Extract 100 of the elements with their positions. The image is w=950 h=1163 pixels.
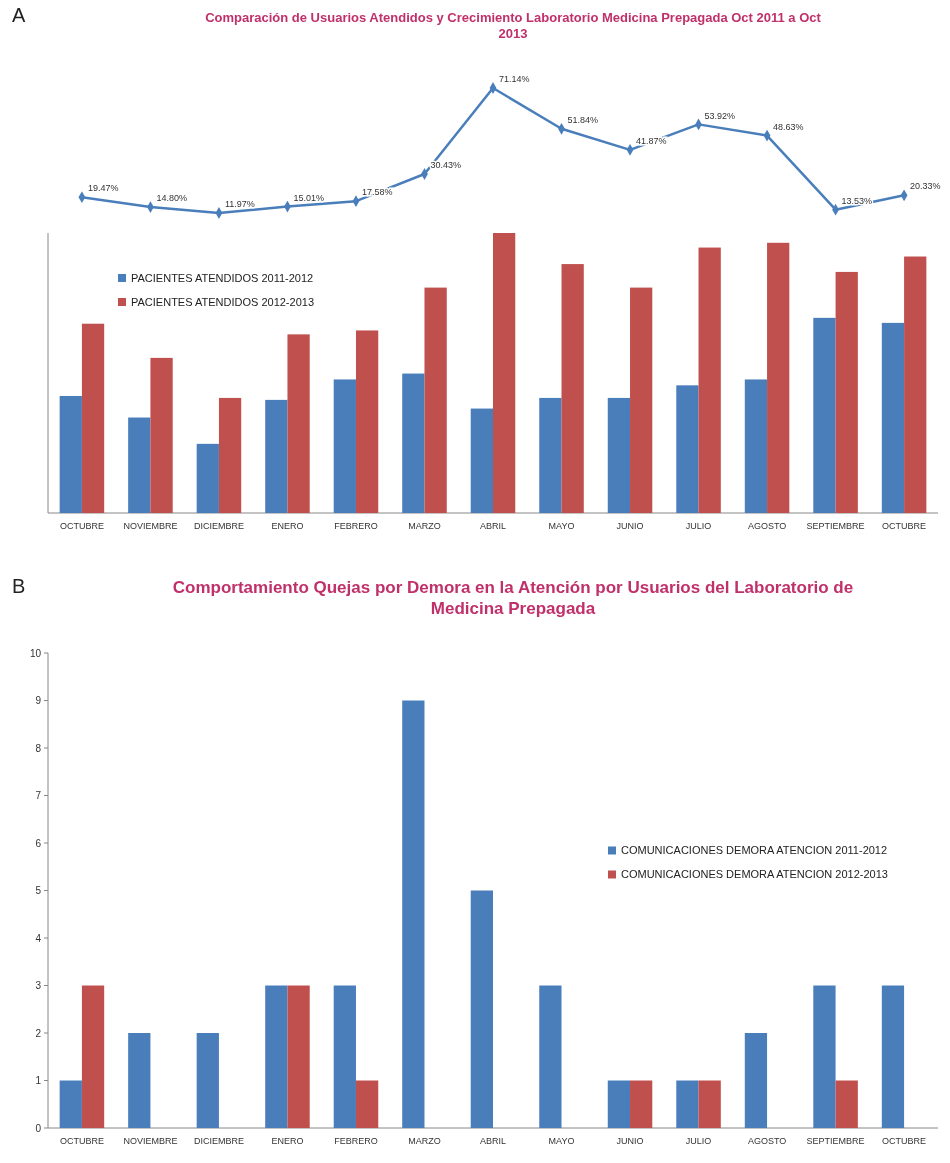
x-tick-label: MARZO bbox=[408, 521, 441, 531]
y-tick-label: 9 bbox=[35, 695, 42, 706]
x-tick-label: DICIEMBRE bbox=[193, 1136, 244, 1146]
bar bbox=[744, 1033, 768, 1128]
y-tick-label: 8 bbox=[35, 742, 42, 754]
x-tick-label: ABRIL bbox=[479, 521, 507, 531]
y-tick-label: 5 bbox=[35, 885, 42, 896]
y-tick-label: 6 bbox=[35, 837, 42, 849]
y-tick-label: 2 bbox=[35, 1027, 42, 1039]
x-tick-label: NOVIEMBRE bbox=[123, 1136, 178, 1146]
x-tick-label: OCTUBRE bbox=[59, 1136, 104, 1146]
x-tick-label: FEBRERO bbox=[334, 521, 378, 531]
y-tick-label: 1 bbox=[35, 1075, 42, 1086]
data-label: 71.14% bbox=[499, 74, 530, 85]
bar bbox=[402, 700, 425, 1128]
bar bbox=[333, 379, 356, 513]
x-tick-label: DICIEMBRE bbox=[193, 521, 244, 531]
x-tick-label: ENERO bbox=[271, 521, 304, 531]
x-tick-label: MAYO bbox=[548, 1136, 575, 1146]
bar bbox=[607, 397, 631, 513]
legend-label: PACIENTES ATENDIDOS 2011-2012 bbox=[131, 271, 314, 284]
bar bbox=[196, 1033, 219, 1128]
data-label: 14.80% bbox=[156, 193, 187, 204]
bar bbox=[676, 1080, 699, 1128]
x-tick-label: OCTUBRE bbox=[882, 521, 927, 531]
legend-label: COMUNICACIONES DEMORA ATENCION 2011-2012 bbox=[621, 844, 888, 857]
bar bbox=[128, 1033, 151, 1128]
bar bbox=[698, 1080, 721, 1128]
legend-label: PACIENTES ATENDIDOS 2012-2013 bbox=[131, 295, 314, 308]
bar bbox=[881, 322, 905, 513]
data-label: 20.33% bbox=[910, 181, 941, 192]
bar bbox=[561, 264, 584, 513]
legend-label: COMUNICACIONES DEMORA ATENCION 2012-2013 bbox=[621, 868, 888, 881]
bar bbox=[698, 247, 721, 513]
bar bbox=[81, 985, 105, 1128]
bar bbox=[59, 395, 82, 513]
x-tick-label: AGOSTO bbox=[747, 521, 787, 531]
bar bbox=[607, 1080, 631, 1128]
x-tick-label: JUNIO bbox=[616, 1136, 644, 1146]
x-tick-label: AGOSTO bbox=[747, 1136, 787, 1146]
bar bbox=[630, 287, 653, 513]
bar bbox=[287, 985, 310, 1128]
x-tick-label: SEPTIEMBRE bbox=[806, 521, 865, 531]
bar bbox=[813, 317, 836, 513]
bar bbox=[265, 985, 288, 1128]
y-tick-label: 4 bbox=[35, 932, 42, 944]
data-label: 11.97% bbox=[224, 199, 255, 210]
x-tick-label: JUNIO bbox=[616, 521, 644, 531]
y-tick-label: 0 bbox=[35, 1122, 42, 1134]
bar bbox=[355, 330, 379, 513]
bar bbox=[539, 985, 562, 1128]
x-tick-label: SEPTIEMBRE bbox=[806, 1136, 865, 1146]
bar bbox=[539, 397, 562, 513]
text: B bbox=[12, 575, 26, 597]
bar bbox=[265, 399, 288, 513]
x-tick-label: ABRIL bbox=[479, 1136, 507, 1146]
x-tick-label: OCTUBRE bbox=[59, 521, 104, 531]
chart-title: Comparación de Usuarios Atendidos y Crecimiento Laboratorio Medicina Prepagada Oct 2011 a Oct 2013 bbox=[205, 10, 822, 41]
x-tick-label: JULIO bbox=[685, 521, 712, 531]
data-label: 48.63% bbox=[773, 121, 804, 132]
bar bbox=[470, 890, 493, 1128]
bar bbox=[59, 1080, 82, 1128]
data-label: 19.47% bbox=[87, 183, 119, 194]
x-tick-label: MAYO bbox=[548, 521, 575, 531]
bar bbox=[904, 256, 927, 513]
data-label: 51.84% bbox=[567, 114, 599, 125]
bar bbox=[470, 408, 493, 513]
bar bbox=[630, 1080, 653, 1128]
bar bbox=[835, 1080, 858, 1128]
bar bbox=[881, 985, 905, 1128]
x-tick-label: OCTUBRE bbox=[882, 1136, 927, 1146]
data-label: 30.43% bbox=[430, 160, 462, 171]
chart-title: Comportamiento Quejas por Demora en la Atención por Usuarios del Laboratorio de Medicina Prepagada bbox=[172, 578, 854, 618]
bar bbox=[128, 417, 151, 513]
bar bbox=[218, 397, 242, 513]
x-tick-label: FEBRERO bbox=[334, 1136, 378, 1146]
bar bbox=[196, 443, 219, 513]
text: A bbox=[12, 4, 26, 26]
bar bbox=[424, 287, 447, 513]
y-tick-label: 10 bbox=[29, 647, 42, 659]
bar bbox=[493, 233, 516, 513]
bar bbox=[835, 271, 858, 513]
x-tick-label: ENERO bbox=[271, 1136, 304, 1146]
bar bbox=[813, 985, 836, 1128]
x-tick-label: NOVIEMBRE bbox=[123, 521, 178, 531]
y-tick-label: 3 bbox=[35, 980, 42, 991]
data-label: 13.53% bbox=[841, 195, 873, 206]
bar bbox=[287, 334, 310, 513]
bar bbox=[402, 373, 425, 513]
bar bbox=[150, 357, 173, 513]
bar bbox=[81, 323, 105, 513]
x-tick-label: JULIO bbox=[685, 1136, 712, 1146]
bar bbox=[355, 1080, 379, 1128]
bar bbox=[333, 985, 356, 1128]
bar bbox=[744, 379, 768, 513]
bar bbox=[676, 385, 699, 513]
data-label: 15.01% bbox=[293, 192, 324, 203]
data-label: 53.92% bbox=[704, 110, 736, 121]
x-tick-label: MARZO bbox=[408, 1136, 441, 1146]
y-tick-label: 7 bbox=[35, 790, 42, 801]
